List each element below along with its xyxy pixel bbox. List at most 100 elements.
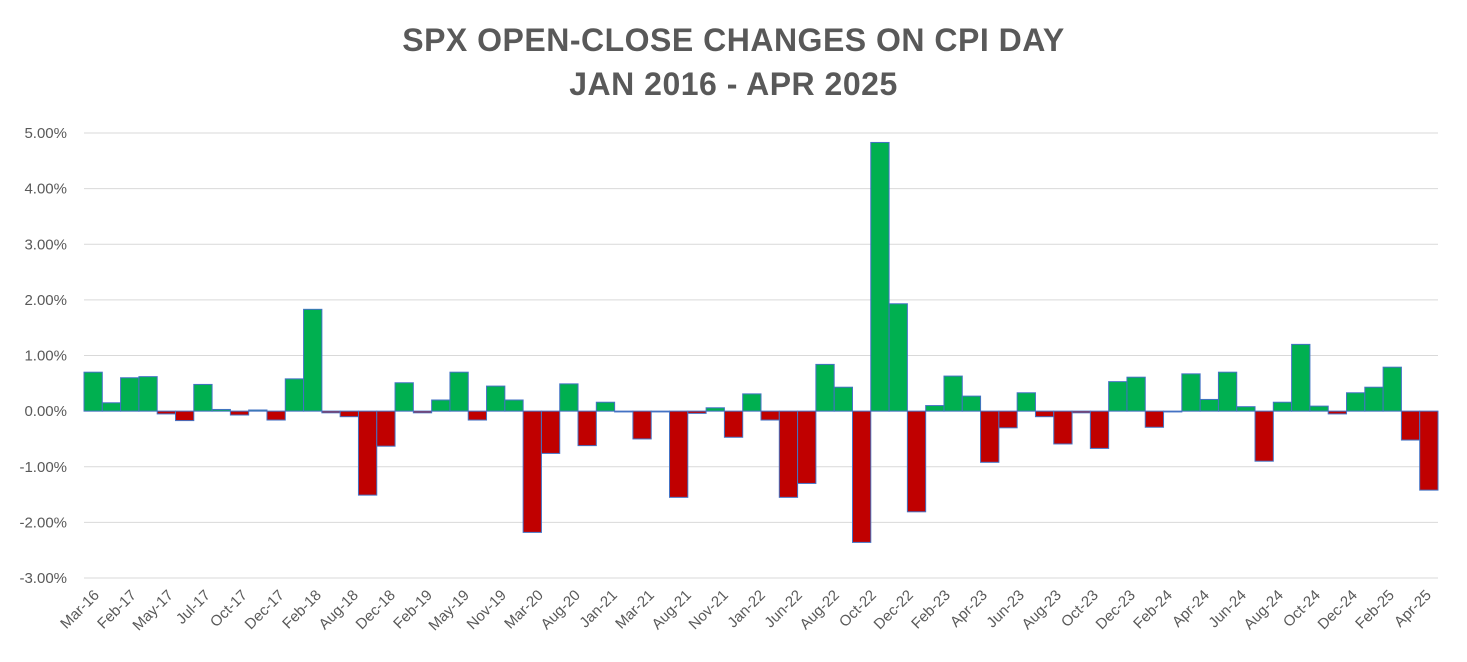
bar: [1144, 410, 1165, 428]
bar: [1163, 410, 1183, 413]
x-tick-label: Nov-21: [686, 587, 732, 633]
bar: [1254, 410, 1274, 462]
y-tick-label: 3.00%: [24, 236, 67, 253]
bar: [980, 410, 1000, 463]
bar: [925, 405, 945, 412]
bar: [760, 410, 780, 421]
bar: [650, 410, 671, 413]
bar: [431, 399, 451, 412]
x-tick-label: Jan-22: [724, 587, 768, 631]
bar: [1400, 410, 1421, 441]
chart-subtitle: JAN 2016 - APR 2025: [569, 66, 898, 102]
y-tick-label: 4.00%: [24, 181, 67, 198]
y-tick-label: 2.00%: [24, 292, 67, 309]
bar: [1346, 392, 1366, 412]
x-tick-label: Feb-18: [279, 587, 325, 633]
bar: [248, 409, 268, 412]
bar: [559, 383, 579, 412]
x-tick-label: May-17: [129, 587, 176, 634]
bar: [943, 375, 963, 412]
bar: [120, 377, 140, 412]
bar: [504, 399, 524, 412]
x-tick-label: Apr-23: [947, 587, 991, 631]
x-tick-label: Aug-21: [649, 587, 695, 633]
x-tick-label: Aug-23: [1019, 587, 1065, 633]
bar: [906, 410, 927, 513]
bar: [174, 410, 195, 422]
bar: [1181, 373, 1201, 412]
x-tick-label: Dec-18: [353, 587, 399, 633]
bar: [1199, 398, 1219, 412]
x-tick-label: Aug-24: [1241, 587, 1287, 633]
bar: [467, 410, 488, 421]
x-tick-label: Dec-22: [871, 587, 917, 633]
x-tick-label: Apr-24: [1169, 587, 1213, 631]
y-tick-label: 1.00%: [24, 348, 67, 365]
x-tick-label: Mar-20: [501, 587, 547, 633]
bar: [998, 410, 1018, 429]
bar: [1034, 410, 1055, 418]
bar: [1236, 406, 1256, 412]
bar: [888, 303, 908, 412]
bar: [138, 376, 158, 412]
bar: [1053, 410, 1073, 445]
bar: [833, 386, 853, 412]
bar: [1419, 410, 1439, 491]
bar: [449, 371, 469, 412]
bar: [1364, 386, 1384, 412]
bars: [83, 141, 1439, 543]
x-tick-label: May-19: [425, 587, 472, 634]
bar: [669, 410, 689, 498]
x-axis: Mar-16Feb-17May-17Jul-17Oct-17Dec-17Feb-…: [57, 587, 1435, 634]
bar: [357, 410, 378, 496]
x-tick-label: Feb-24: [1130, 587, 1176, 633]
bar: [961, 395, 982, 412]
x-tick-label: Nov-19: [464, 587, 510, 633]
x-tick-label: Feb-23: [908, 587, 954, 633]
bar: [156, 410, 176, 415]
bar: [1071, 410, 1091, 414]
bar: [1291, 343, 1311, 412]
y-axis: -3.00% -2.00% -1.00% 0.00% 1.00% 2.00% 3.00% 4.…: [19, 125, 67, 587]
bar: [339, 410, 359, 418]
bar: [1327, 410, 1348, 415]
x-tick-label: Aug-18: [316, 587, 362, 633]
bar: [321, 410, 341, 414]
x-tick-label: Apr-25: [1391, 587, 1435, 631]
bar: [1089, 410, 1110, 449]
y-tick-label: 5.00%: [24, 125, 67, 142]
bar: [193, 383, 213, 412]
bar: [742, 393, 762, 412]
bar: [1309, 405, 1329, 412]
bar: [1016, 392, 1036, 412]
x-tick-label: Dec-23: [1093, 587, 1139, 633]
bar: [1272, 401, 1293, 412]
bar: [595, 401, 616, 412]
bar: [632, 410, 652, 440]
bar: [486, 385, 506, 412]
bar: [101, 402, 122, 412]
x-tick-label: Dec-17: [242, 587, 288, 633]
bar: [303, 308, 323, 412]
x-tick-label: Aug-20: [538, 587, 584, 633]
y-tick-label: 0.00%: [24, 403, 67, 420]
bar: [540, 410, 561, 454]
bar: [577, 410, 597, 447]
y-tick-label: -3.00%: [19, 570, 67, 587]
gridlines: [84, 132, 1438, 579]
bar: [851, 410, 872, 543]
bar: [1126, 376, 1146, 412]
bar: [815, 363, 835, 412]
x-tick-label: Mar-21: [612, 587, 658, 633]
x-tick-label: Mar-16: [57, 587, 103, 633]
x-tick-label: Dec-24: [1315, 587, 1361, 633]
bar: [522, 410, 542, 533]
bar: [266, 410, 286, 421]
bar: [83, 371, 103, 412]
bar: [412, 410, 433, 414]
bar: [1217, 371, 1238, 412]
bar: [870, 141, 890, 412]
x-tick-label: Feb-25: [1352, 587, 1398, 633]
bar: [797, 410, 817, 484]
